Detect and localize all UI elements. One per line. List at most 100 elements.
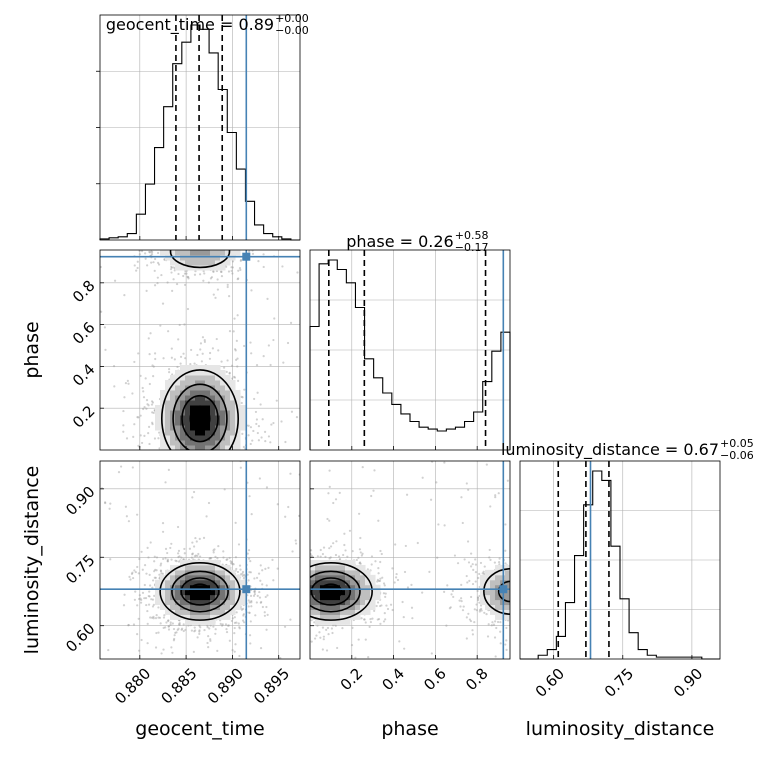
sample-point <box>166 558 169 561</box>
sample-point <box>540 577 542 579</box>
sample-point <box>303 602 305 604</box>
density-cell <box>195 614 201 620</box>
sample-point <box>372 489 375 492</box>
density-cell <box>155 599 161 606</box>
sample-point <box>498 557 501 560</box>
sample-point <box>142 468 144 470</box>
sample-point <box>437 523 440 526</box>
sample-point <box>505 648 508 652</box>
sample-point <box>209 639 212 642</box>
sample-point <box>141 247 143 249</box>
sample-point <box>384 595 387 598</box>
sample-point <box>227 624 230 627</box>
sample-point <box>207 243 209 245</box>
sample-point <box>474 571 478 574</box>
sample-point <box>189 242 191 244</box>
density-cell <box>190 410 196 416</box>
sample-point <box>307 604 309 606</box>
sample-point <box>459 605 462 608</box>
sample-point <box>141 568 144 571</box>
sample-point <box>154 617 158 620</box>
sample-point <box>460 600 463 603</box>
sample-point <box>358 561 362 564</box>
sample-point <box>220 469 222 471</box>
density-cell <box>220 420 226 426</box>
sample-point <box>210 491 212 493</box>
sample-point <box>243 344 246 348</box>
sample-point <box>342 553 345 557</box>
sample-point <box>131 466 134 469</box>
density-cell <box>225 405 231 411</box>
sample-point <box>173 637 176 641</box>
density-cell <box>180 589 186 596</box>
density-cell <box>220 390 226 396</box>
sample-point <box>190 348 193 352</box>
sample-point <box>199 555 202 558</box>
sample-point <box>152 615 155 618</box>
sample-point <box>516 553 518 555</box>
sample-point <box>230 562 233 565</box>
density-cell <box>190 430 196 436</box>
sample-point <box>194 247 196 249</box>
density-cell <box>185 574 191 581</box>
sample-point <box>532 592 534 594</box>
sample-point <box>512 578 514 580</box>
sample-point <box>517 570 519 572</box>
sample-point <box>524 573 526 575</box>
sample-point <box>236 365 239 368</box>
sample-point <box>233 376 237 379</box>
sample-point <box>207 645 210 649</box>
density-cell <box>170 380 176 386</box>
sample-point <box>237 222 239 224</box>
sample-point <box>289 586 291 588</box>
sample-point <box>292 641 294 643</box>
sample-point <box>238 475 240 477</box>
sample-point <box>154 576 157 579</box>
sample-point <box>525 616 527 618</box>
density-cell <box>200 564 206 571</box>
sample-point <box>498 563 501 566</box>
density-cell <box>170 425 176 431</box>
sample-point <box>541 572 543 574</box>
sample-point <box>218 463 220 465</box>
sample-point <box>193 630 196 633</box>
sample-point <box>280 558 282 560</box>
sample-point <box>517 591 519 593</box>
sample-point <box>260 600 263 604</box>
density-cell <box>200 589 206 596</box>
sample-point <box>293 618 295 620</box>
sample-point <box>243 621 246 624</box>
histogram-geocent_time <box>99 24 300 241</box>
sample-point <box>297 572 299 574</box>
sample-point <box>196 353 199 357</box>
sample-point <box>249 560 252 563</box>
density-cell <box>185 410 191 416</box>
sample-point <box>225 265 228 268</box>
sample-point <box>361 552 364 555</box>
sample-point <box>173 243 175 245</box>
sample-point <box>249 594 253 597</box>
density-cell <box>155 594 161 601</box>
sample-point <box>343 543 346 547</box>
sample-point <box>200 360 203 363</box>
density-cell <box>165 385 171 391</box>
sample-point <box>304 578 306 580</box>
density-cell <box>220 375 226 381</box>
sample-point <box>297 594 299 596</box>
sample-point <box>176 525 180 529</box>
sample-point <box>531 606 533 608</box>
sample-point <box>384 592 387 595</box>
sample-point <box>292 584 294 586</box>
sample-point <box>139 434 142 437</box>
sample-point <box>228 371 231 374</box>
sample-point <box>169 546 172 550</box>
sample-point <box>216 649 219 652</box>
density-cell <box>215 430 221 436</box>
sample-point <box>157 452 159 454</box>
density-cell <box>240 420 246 426</box>
sample-point <box>287 602 289 604</box>
sample-point <box>248 601 251 604</box>
sample-point <box>191 242 193 244</box>
density-cell <box>200 260 206 266</box>
sample-point <box>297 608 299 610</box>
